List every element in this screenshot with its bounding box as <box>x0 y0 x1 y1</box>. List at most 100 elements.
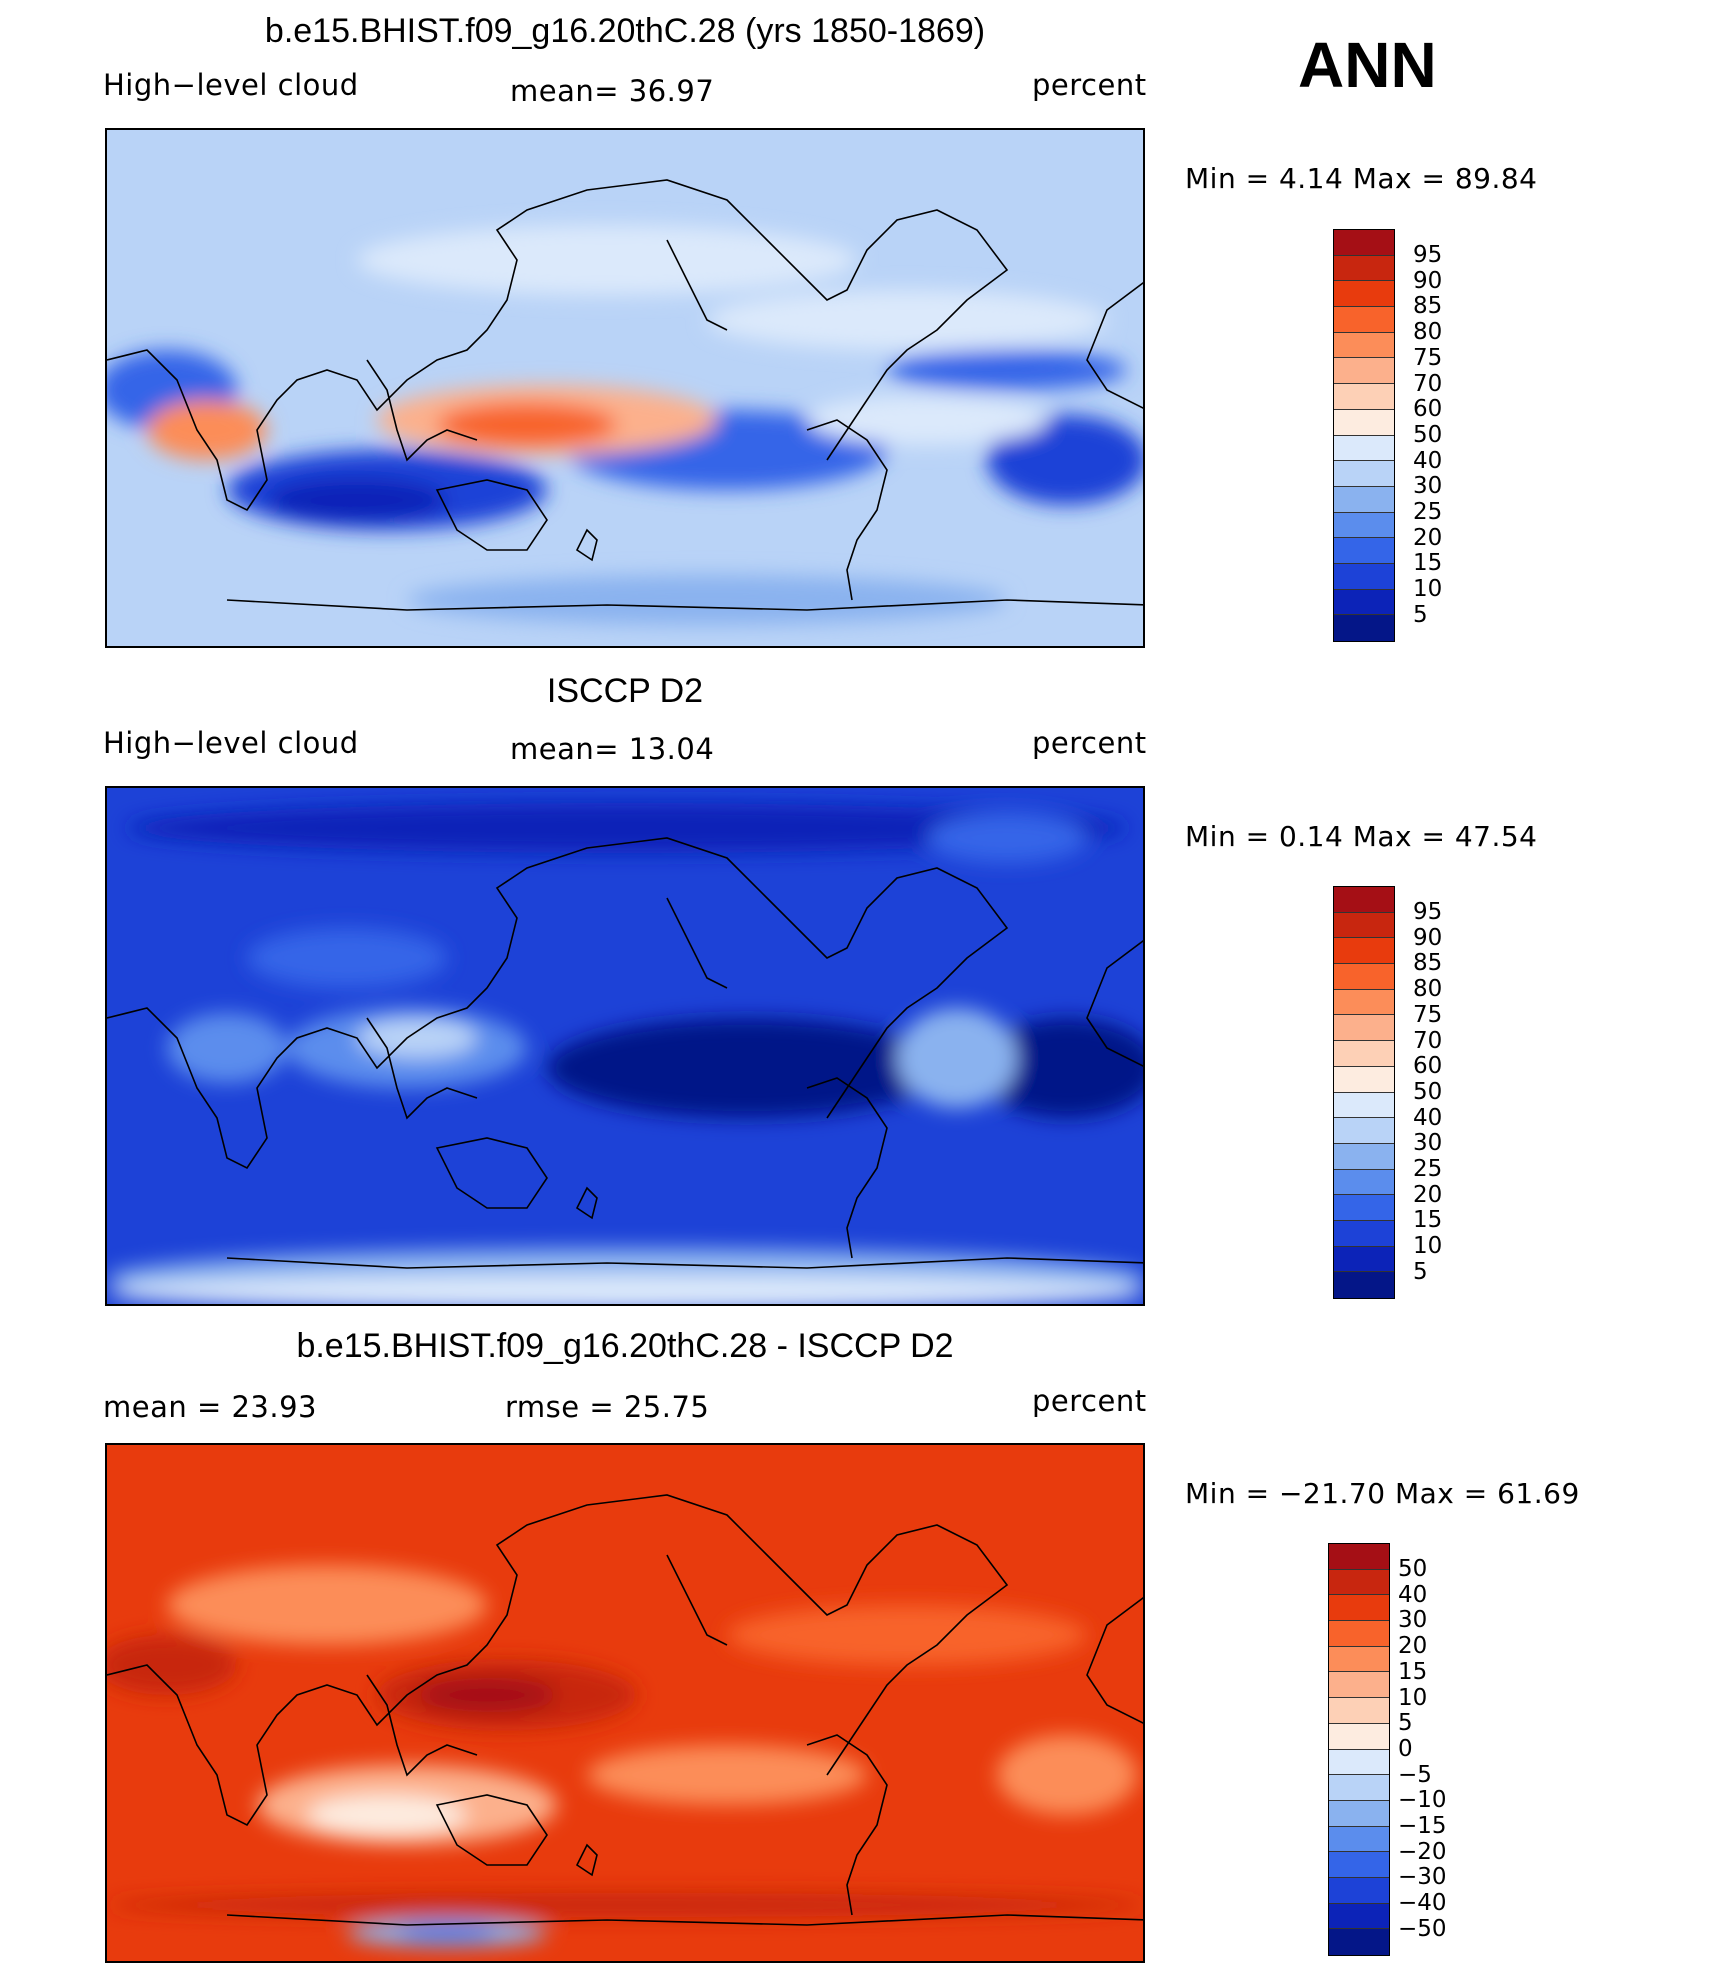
contour-region <box>727 1605 1087 1665</box>
colorbar-swatch <box>1329 1903 1389 1930</box>
contour-region <box>107 1635 237 1695</box>
colorbar-swatch <box>1334 538 1394 564</box>
coastlines <box>107 179 1143 611</box>
contour-region <box>127 803 1127 853</box>
colorbar-swatch <box>1334 281 1394 308</box>
coastline-path <box>1086 940 1143 1067</box>
colorbar-swatch <box>1334 615 1394 641</box>
colorbar-tick-label: 60 <box>1413 1053 1443 1080</box>
colorbar-swatch <box>1334 1169 1394 1196</box>
colorbar-tick-label: 5 <box>1413 1258 1428 1285</box>
colorbar-tick-label: 40 <box>1413 447 1443 474</box>
coastline-path <box>107 1494 1009 1827</box>
colorbar-swatch <box>1334 1015 1394 1042</box>
colorbar-tick-label: 20 <box>1413 1181 1443 1208</box>
colorbar-swatch <box>1334 1195 1394 1221</box>
contour-region <box>807 395 1047 445</box>
panel-2-colorbar <box>1333 886 1395 1299</box>
coastline-path <box>107 179 1009 512</box>
colorbar-swatch <box>1334 1118 1394 1144</box>
colorbar-swatch <box>1334 1041 1394 1067</box>
coastlines <box>107 837 1143 1269</box>
colorbar-swatch <box>1334 1092 1394 1119</box>
colorbar-tick-label: 95 <box>1413 242 1443 268</box>
colorbar-tick-label: 80 <box>1413 319 1443 346</box>
coastline-path <box>226 1257 1143 1269</box>
colorbar-tick-label: 85 <box>1413 293 1443 320</box>
colorbar-tick-label: 75 <box>1413 1001 1443 1028</box>
colorbar-tick-label: 30 <box>1398 1607 1428 1634</box>
coastline-path <box>666 239 728 331</box>
colorbar-tick-label: 20 <box>1398 1633 1428 1660</box>
coastline-path <box>1086 282 1143 409</box>
contour-region <box>357 1018 477 1058</box>
colorbar-tick-label: 85 <box>1413 950 1443 977</box>
panel-2-contour-map <box>107 788 1143 1304</box>
colorbar-swatch <box>1334 964 1394 990</box>
contour-region <box>407 575 1007 625</box>
coastline-path <box>575 1186 598 1220</box>
contour-fill-group <box>107 225 1143 625</box>
colorbar-swatch <box>1334 332 1394 359</box>
colorbar-swatch <box>1334 255 1394 282</box>
contour-region <box>587 1745 867 1805</box>
colorbar-swatch <box>1334 1143 1394 1170</box>
colorbar-tick-label: −50 <box>1398 1915 1447 1942</box>
colorbar-swatch <box>1334 887 1394 913</box>
colorbar-swatch <box>1329 1621 1389 1647</box>
colorbar-tick-label: 5 <box>1398 1710 1413 1737</box>
colorbar-swatch <box>1334 1066 1394 1093</box>
contour-region <box>997 1735 1137 1815</box>
colorbar-swatch <box>1334 230 1394 256</box>
coastline-path <box>806 419 888 601</box>
contour-region <box>887 350 1127 390</box>
colorbar-swatch <box>1334 589 1394 616</box>
coastline-path <box>575 1843 598 1877</box>
colorbar-swatch <box>1334 409 1394 436</box>
colorbar-tick-label: −30 <box>1398 1864 1447 1891</box>
coastlines <box>107 1494 1143 1926</box>
panel-1-minmax: Min = 4.14 Max = 89.84 <box>1185 162 1538 195</box>
colorbar-tick-label: 10 <box>1413 576 1443 603</box>
panel-2-title: ISCCP D2 <box>546 672 704 710</box>
colorbar-swatch <box>1334 563 1394 590</box>
coastline-path <box>107 837 1009 1170</box>
colorbar-swatch <box>1329 1544 1389 1570</box>
colorbar-swatch <box>1334 1246 1394 1273</box>
coastline-path <box>666 897 728 989</box>
colorbar-tick-label: −5 <box>1398 1761 1432 1788</box>
panel-1-colorbar-labels: 95 90 85 80 75 70 60 50 40 30 25 20 15 10 5 <box>1413 242 1443 629</box>
panel-3-title: b.e15.BHIST.f09_g16.20thC.28 - ISCCP D2 <box>296 1327 954 1365</box>
colorbar-tick-label: 0 <box>1398 1735 1413 1762</box>
contour-region <box>307 1795 467 1835</box>
colorbar-swatch <box>1329 1775 1389 1801</box>
colorbar-tick-label: 95 <box>1413 899 1443 925</box>
contour-region <box>977 1018 1143 1118</box>
contour-region <box>267 478 447 522</box>
colorbar-swatch <box>1329 1852 1389 1878</box>
panel-3-rmse-label: rmse = 25.75 <box>505 1390 710 1424</box>
colorbar-tick-label: 25 <box>1413 499 1443 526</box>
colorbar-tick-label: 75 <box>1413 344 1443 371</box>
contour-region <box>167 1565 487 1645</box>
colorbar-tick-label: 50 <box>1413 1078 1443 1105</box>
colorbar-swatch <box>1334 912 1394 939</box>
colorbar-swatch <box>1329 1595 1389 1622</box>
colorbar-tick-label: 90 <box>1413 267 1443 294</box>
contour-region <box>147 400 267 460</box>
colorbar-swatch <box>1334 486 1394 513</box>
colorbar-swatch <box>1329 1929 1389 1955</box>
panel-1-colorbar <box>1333 229 1395 642</box>
colorbar-tick-label: 10 <box>1413 1233 1443 1260</box>
colorbar-tick-label: 25 <box>1413 1156 1443 1183</box>
contour-region <box>547 1018 947 1118</box>
panel-3-mean-label: mean = 23.93 <box>103 1390 317 1424</box>
colorbar-swatch <box>1329 1877 1389 1904</box>
panel-1-contour-map <box>107 130 1143 646</box>
contour-region <box>397 1926 497 1940</box>
panel-2-map <box>105 786 1145 1306</box>
contour-region <box>107 1893 1143 1917</box>
panel-1-units-label: percent <box>1032 68 1147 102</box>
coastline-path <box>666 1554 728 1646</box>
panel-3-colorbar-labels: 50 40 30 20 15 10 5 0 −5 −10 −15 −20 −30 −40 −50 <box>1398 1556 1447 1943</box>
